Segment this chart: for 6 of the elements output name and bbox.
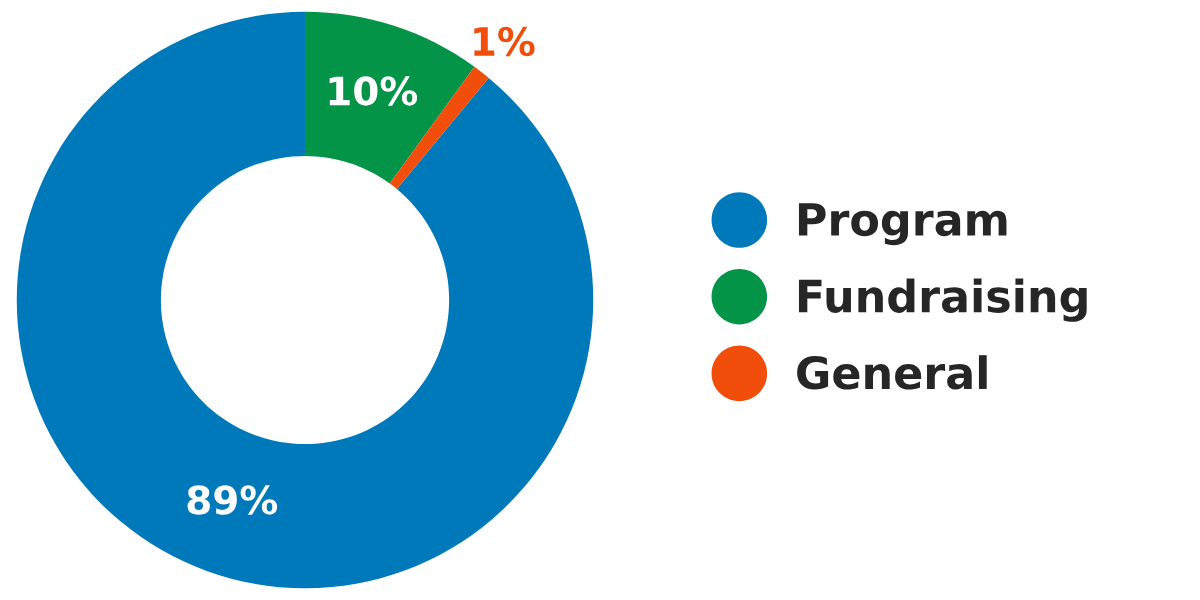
legend-label: General xyxy=(797,355,987,390)
legend-label: Fundraising xyxy=(798,278,1087,322)
legend-label: Program xyxy=(798,203,1007,246)
data-label: 10% xyxy=(329,76,418,106)
data-label: 89% xyxy=(187,485,278,515)
data-label: 1% xyxy=(474,26,535,57)
